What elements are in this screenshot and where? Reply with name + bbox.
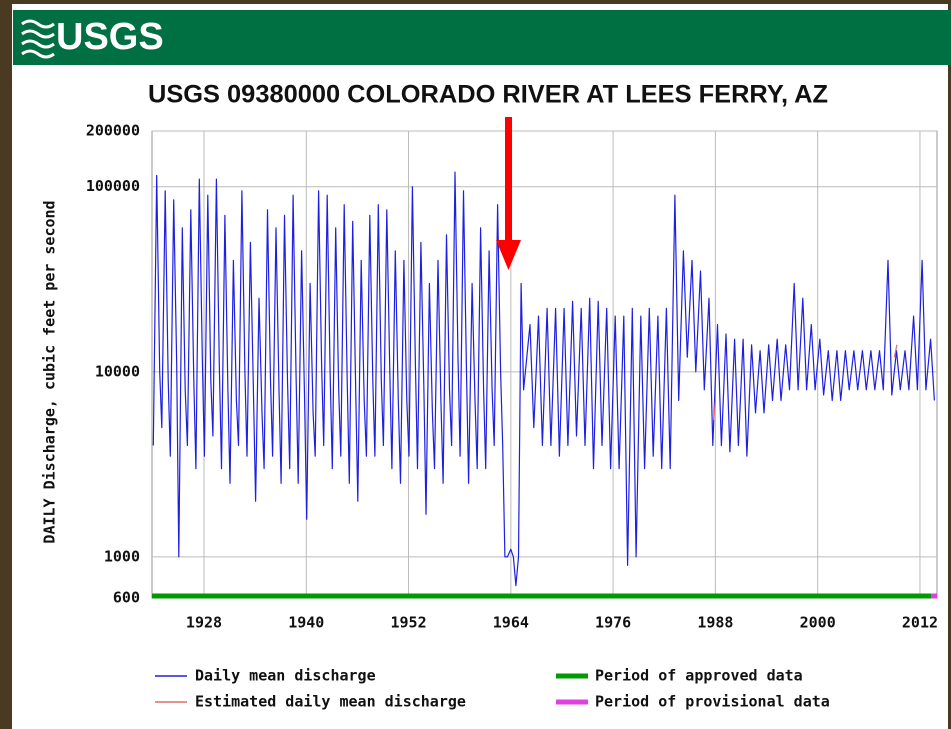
- logo-waves: [21, 19, 55, 59]
- y-tick-label: 200000: [86, 122, 140, 140]
- x-tick-label: 2012: [902, 614, 938, 632]
- x-tick-label: 2000: [800, 614, 836, 632]
- legend-label: Period of provisional data: [595, 693, 830, 711]
- x-tick-label: 1964: [493, 614, 529, 632]
- header-banner: [13, 10, 951, 65]
- legend-label: Period of approved data: [595, 667, 803, 685]
- x-tick-label: 1988: [697, 614, 733, 632]
- chart-title: USGS 09380000 COLORADO RIVER AT LEES FER…: [148, 81, 828, 109]
- annotation-arrow: [496, 117, 521, 270]
- y-tick-label: 10000: [95, 362, 140, 380]
- plot-area: 600 1000 10000 100000 200000 1928 1940 1952 1964…: [86, 122, 938, 632]
- x-tick-label: 1976: [595, 614, 631, 632]
- y-tick-label: 100000: [86, 177, 140, 195]
- x-tick-label: 1928: [186, 614, 222, 632]
- x-tick-label: 1952: [390, 614, 426, 632]
- series-line: [152, 171, 935, 587]
- legend-label: Daily mean discharge: [195, 667, 376, 685]
- y-axis-label: DAILY Discharge, cubic feet per second: [41, 200, 59, 543]
- y-tick-label: 600: [113, 589, 140, 607]
- x-tick-label: 1940: [288, 614, 324, 632]
- legend: Daily mean discharge Estimated daily mean…: [155, 667, 830, 711]
- legend-label: Estimated daily mean discharge: [195, 693, 466, 711]
- logo-text: USGS: [56, 16, 164, 58]
- y-tick-label: 1000: [104, 547, 140, 565]
- series-line: [713, 344, 898, 420]
